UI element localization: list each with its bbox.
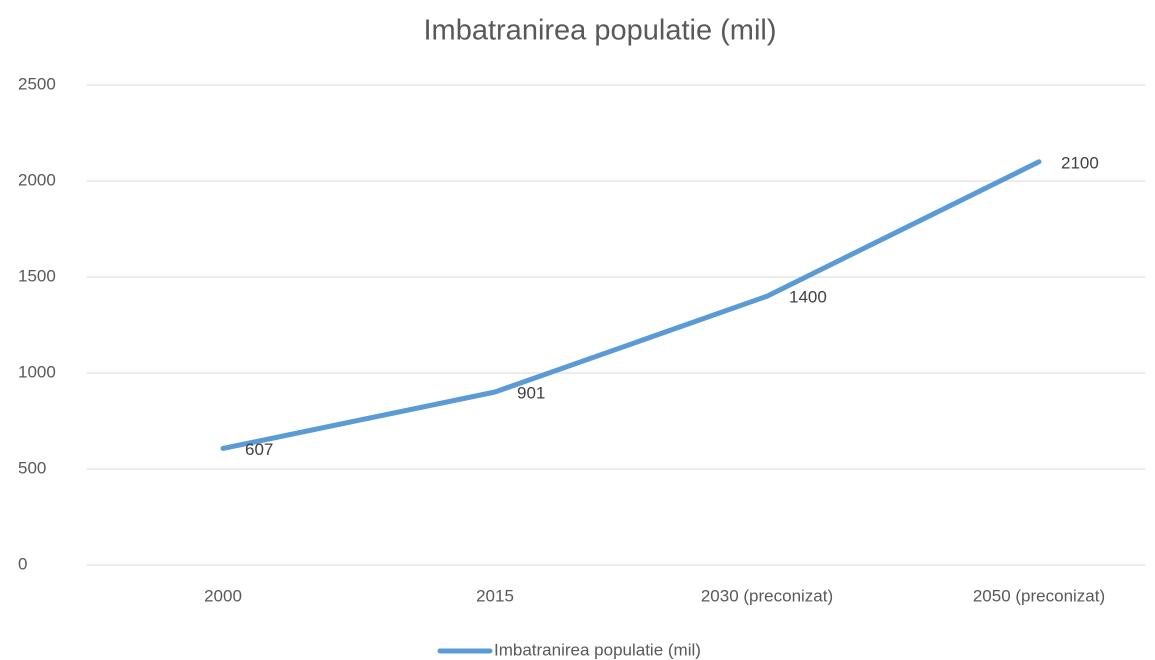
data-label: 901 <box>517 383 545 402</box>
x-tick-label: 2030 (preconizat) <box>701 586 833 605</box>
x-tick-label: 2000 <box>204 586 242 605</box>
data-label: 2100 <box>1061 153 1099 172</box>
y-tick-label: 500 <box>18 458 46 477</box>
line-series <box>220 159 1042 451</box>
y-tick-label: 2000 <box>18 170 56 189</box>
chart-title: Imbatranirea populatie (mil) <box>424 15 777 47</box>
data-label: 607 <box>245 440 273 459</box>
x-tick-label: 2050 (preconizat) <box>973 586 1105 605</box>
x-tick-label: 2015 <box>476 586 514 605</box>
data-label: 1400 <box>789 288 827 307</box>
y-tick-label: 2500 <box>18 74 56 93</box>
y-tick-label: 1500 <box>18 266 56 285</box>
y-tick-label: 0 <box>18 554 27 573</box>
legend-label: Imbatranirea populatie (mil) <box>494 640 701 659</box>
y-tick-label: 1000 <box>18 362 56 381</box>
